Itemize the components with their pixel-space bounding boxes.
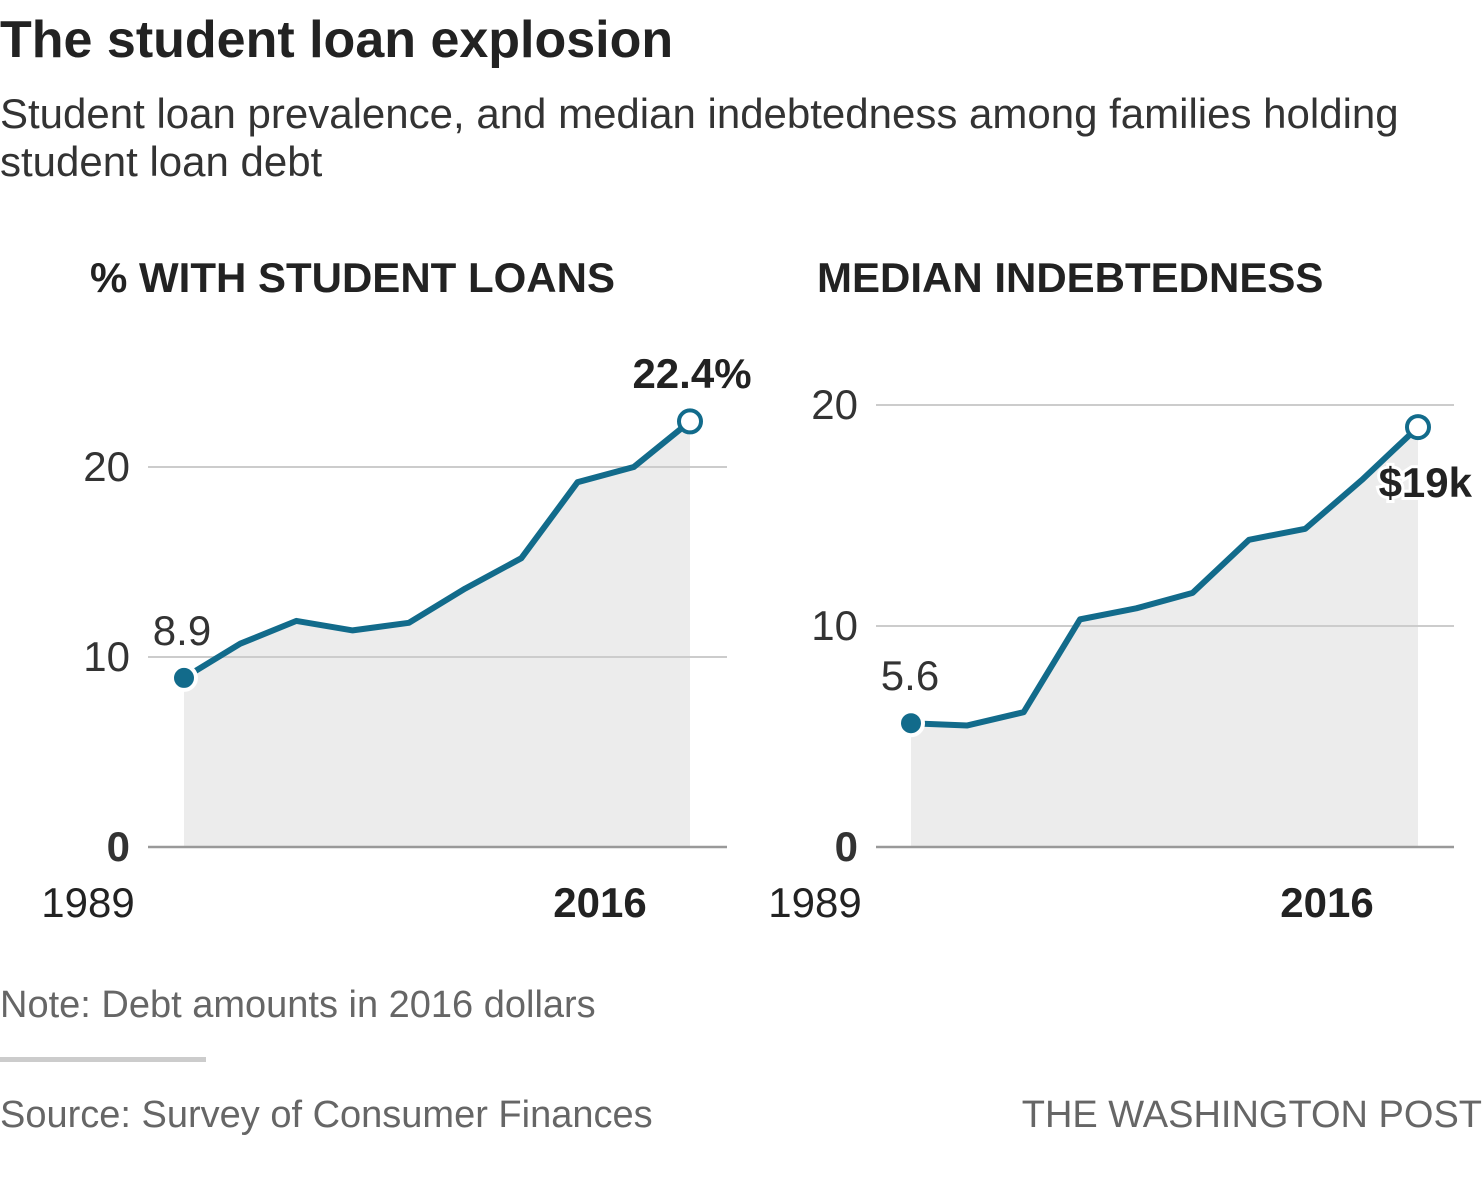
chart-subtitle: Student loan prevalence, and median inde…	[0, 90, 1399, 185]
chart1-area-fill	[184, 421, 690, 847]
publisher-credit: THE WASHINGTON POST	[1021, 1094, 1482, 1136]
chart2-end-point	[1405, 414, 1431, 441]
chart1-start-label: 8.9	[153, 607, 211, 654]
panel-title-median-indebtedness: MEDIAN INDEBTEDNESS	[817, 254, 1324, 301]
chart1-y-tick-label: 20	[83, 443, 130, 490]
chart2-start-label: 5.6	[881, 652, 939, 699]
chart2-series-line	[908, 424, 1421, 729]
chart1-end-label: 22.4%	[632, 350, 751, 397]
chart1-series-line	[181, 418, 693, 681]
chart1-x-tick-label: 2016	[553, 879, 646, 926]
chart1-start-point	[170, 663, 198, 692]
chart1-x-tick-label: 1989	[41, 879, 134, 926]
footnote: Note: Debt amounts in 2016 dollars	[0, 984, 596, 1026]
chart2-y-tick-label: 0	[835, 823, 858, 870]
footer-divider	[0, 1057, 206, 1062]
chart1-end-point	[677, 408, 703, 435]
chart1-y-tick-label: 10	[83, 633, 130, 680]
panel-title-student-loans: % WITH STUDENT LOANS	[90, 254, 615, 301]
chart-title: The student loan explosion	[0, 11, 674, 69]
chart2-end-label: $19k	[1379, 459, 1473, 506]
chart2-y-tick-label: 20	[811, 381, 858, 428]
chart2-x-tick-label: 1989	[768, 879, 861, 926]
chart2-y-tick-label: 10	[811, 602, 858, 649]
chart2-start-point	[897, 709, 925, 738]
chart2-x-tick-label: 2016	[1280, 879, 1373, 926]
source-line: Source: Survey of Consumer Finances	[0, 1094, 653, 1136]
chart2-area-fill	[911, 427, 1418, 847]
chart1-y-tick-label: 0	[107, 823, 130, 870]
